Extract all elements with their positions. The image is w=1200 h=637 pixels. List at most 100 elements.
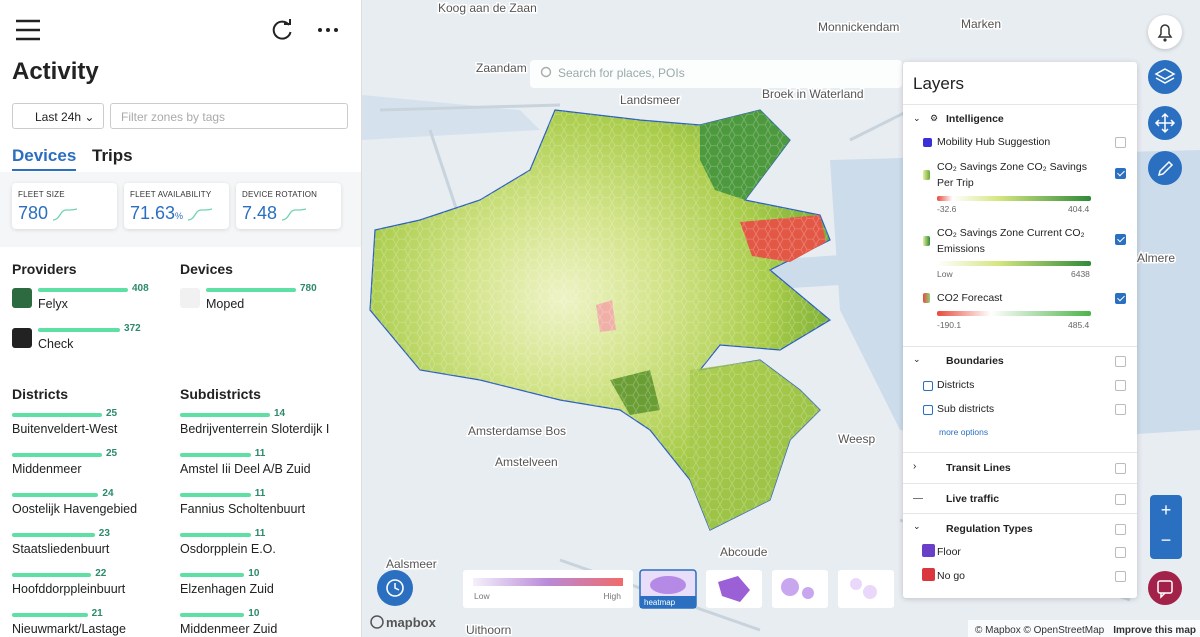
- search-box[interactable]: [530, 60, 902, 88]
- layer-swatch: [923, 381, 933, 391]
- stat-unit: %: [175, 211, 184, 221]
- divider: [903, 346, 1137, 347]
- place-label: Zaandam: [476, 61, 527, 75]
- range-min: Low: [937, 269, 953, 279]
- layer-checkbox[interactable]: [1115, 234, 1126, 245]
- place-label: Abcoude: [720, 545, 768, 559]
- layer-name: Mobility Hub Suggestion: [937, 136, 1051, 148]
- section-title: Devices: [180, 261, 233, 277]
- tab-trips[interactable]: Trips: [92, 146, 133, 165]
- stat-label: FLEET AVAILABILITY: [130, 190, 212, 199]
- notifications-button[interactable]: [1148, 15, 1182, 49]
- layer-checkbox[interactable]: [1115, 293, 1126, 304]
- layer-checkbox[interactable]: [1115, 168, 1126, 179]
- sparkline-path: [187, 208, 213, 221]
- layer-checkbox[interactable]: [1115, 356, 1126, 367]
- count-label: 25: [106, 448, 118, 459]
- heatmap-thumb: [650, 576, 686, 594]
- layer-gradient: [937, 311, 1091, 316]
- place-label: Amstelveen: [495, 455, 558, 469]
- zoom-in[interactable]: +: [1160, 500, 1172, 520]
- layers-panel: Layers ⌄ ⚙ Intelligence Mobility Hub Sug…: [903, 62, 1137, 598]
- move-button[interactable]: [1148, 106, 1182, 140]
- count-label: 11: [254, 488, 266, 499]
- hexbin-thumb: [850, 578, 862, 590]
- place-label: Koog aan de Zaan: [438, 1, 537, 15]
- place-label: Uithoorn: [466, 623, 511, 637]
- page-title: Activity: [12, 58, 99, 85]
- stat-card: FLEET SIZE 780: [12, 183, 117, 229]
- layer-checkbox[interactable]: [1115, 494, 1126, 505]
- count-bar: [12, 453, 102, 457]
- count-bar: [180, 453, 251, 457]
- tag-filter[interactable]: Filter zones by tags: [110, 103, 348, 129]
- attribution[interactable]: © Mapbox © OpenStreetMap: [975, 625, 1105, 636]
- clock-icon: [394, 583, 400, 591]
- range-max: 404.4: [1068, 204, 1090, 214]
- mapbox-logo[interactable]: mapbox: [386, 615, 437, 630]
- more-options-link[interactable]: more options: [939, 427, 989, 437]
- stat-number: 7.48: [242, 203, 278, 223]
- tab-devices[interactable]: Devices: [12, 146, 77, 171]
- chevron[interactable]: ⌄: [913, 113, 921, 123]
- no-go-icon: [922, 568, 935, 581]
- layer-checkbox[interactable]: [1115, 524, 1126, 535]
- count-label: 23: [98, 528, 110, 539]
- menu-button[interactable]: [14, 18, 42, 42]
- layer-swatch: [923, 170, 930, 180]
- tag-filter-placeholder: Filter zones by tags: [121, 110, 226, 124]
- sidebar: Activity Last 24h ⌄ Filter zones by tags…: [0, 0, 362, 637]
- divider: [903, 452, 1137, 453]
- layer-checkbox[interactable]: [1115, 463, 1126, 474]
- chevron[interactable]: ›: [913, 461, 917, 472]
- draw-button[interactable]: [1148, 151, 1182, 185]
- zoom-control: + −: [1150, 495, 1182, 559]
- count-bar: [180, 413, 270, 417]
- layer-checkbox[interactable]: [1115, 547, 1126, 558]
- layer-checkbox[interactable]: [1115, 380, 1126, 391]
- more-button[interactable]: [316, 26, 340, 34]
- place-label: Weesp: [838, 432, 875, 446]
- legend-gradient: [473, 578, 623, 586]
- divider: [903, 483, 1137, 484]
- count-bar: [206, 288, 296, 292]
- bubble-option[interactable]: [772, 570, 828, 608]
- count-label: 21: [91, 608, 103, 619]
- count-bar: [12, 613, 88, 617]
- layer-checkbox[interactable]: [1115, 137, 1126, 148]
- place-label: Amsterdamse Bos: [468, 424, 566, 438]
- layer-swatch: [923, 138, 932, 147]
- layer-checkbox[interactable]: [1115, 404, 1126, 415]
- sparkline: [187, 208, 213, 221]
- layers-button[interactable]: [1148, 60, 1182, 94]
- item-name: Nieuwmarkt/Lastage: [12, 622, 126, 636]
- pencil-icon: [1157, 160, 1174, 177]
- layer-checkbox[interactable]: [1115, 571, 1126, 582]
- stat-number: 71.63: [130, 203, 176, 223]
- zoom-out[interactable]: −: [1160, 530, 1172, 550]
- time-filter[interactable]: Last 24h ⌄: [12, 103, 104, 129]
- chat-icon: [1157, 580, 1173, 599]
- range-max: 485.4: [1068, 320, 1090, 330]
- item-name: Middenmeer Zuid: [180, 622, 278, 636]
- stat-card: FLEET AVAILABILITY 71.63%: [124, 183, 229, 229]
- item-name: Elzenhagen Zuid: [180, 582, 274, 596]
- chevron[interactable]: ⌄: [913, 354, 921, 364]
- place-label: Almere: [1137, 251, 1175, 265]
- section-title: Providers: [12, 261, 77, 277]
- divider: [903, 513, 1137, 514]
- panel-title: Layers: [913, 74, 965, 93]
- item-name: Check: [38, 337, 74, 351]
- count-label: 11: [254, 528, 266, 539]
- count-label: 372: [124, 323, 141, 334]
- layer-name: CO2 Forecast: [937, 292, 1003, 304]
- count-label: 14: [274, 408, 286, 419]
- divider: [903, 104, 1137, 105]
- count-label: 780: [300, 283, 317, 294]
- refresh-button[interactable]: [270, 18, 294, 42]
- chevron[interactable]: ⌄: [913, 521, 921, 531]
- improve-map[interactable]: Improve this map: [1113, 625, 1196, 636]
- item-name: Bedrijventerrein Sloterdijk I: [180, 422, 330, 436]
- chat-button[interactable]: [1148, 571, 1182, 605]
